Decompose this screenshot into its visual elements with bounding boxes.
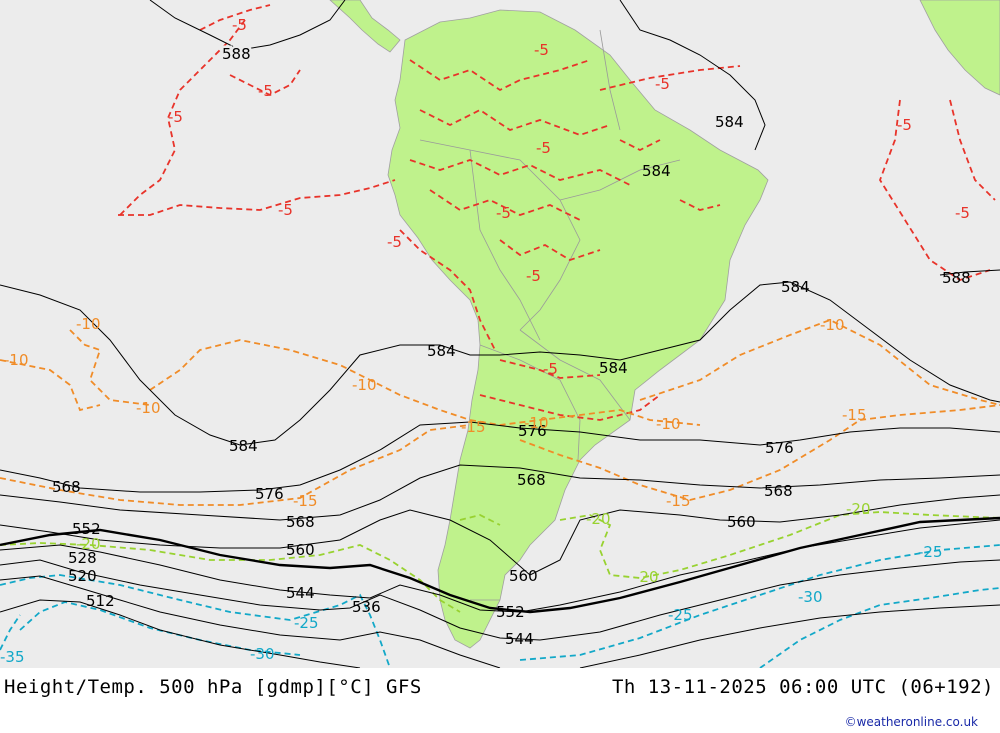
temp-label: -5 (278, 201, 293, 219)
temp-label: -10 (76, 315, 101, 333)
temp-label: -5 (897, 116, 912, 134)
temp-label: -5 (655, 75, 670, 93)
temp-label: -10 (656, 415, 681, 433)
temp-label: -10 (352, 376, 377, 394)
temp-label: -15 (842, 406, 867, 424)
height-label: 568 (517, 471, 546, 489)
temp-label: -10 (4, 351, 29, 369)
temp-label: -20 (586, 510, 611, 528)
product-title: Height/Temp. 500 hPa [gdmp][°C] GFS (4, 676, 422, 698)
central-america-land (329, 0, 401, 53)
height-contour-552-bold (0, 516, 1000, 614)
temp-labels-orange: -10 -10 -10 -10 -10 -10 -10 -15 -15 -15 … (4, 315, 867, 510)
land-layer (329, 0, 1000, 649)
temp-label: -10 (524, 414, 549, 432)
temp-label: -5 (955, 204, 970, 222)
height-label: 520 (68, 567, 97, 585)
temp-label: -15 (461, 418, 486, 436)
height-labels: 588 584 584 588 584 584 584 584 576 576 … (52, 43, 971, 649)
temp-contours-minus20 (0, 511, 1000, 613)
temp-label: -10 (820, 316, 845, 334)
temp-labels-green: -20 -20 -20 -20 (76, 500, 871, 586)
height-label: 584 (599, 359, 628, 377)
temp-label: -15 (666, 492, 691, 510)
valid-time: Th 13-11-2025 06:00 UTC (06+192) (611, 676, 994, 698)
height-label: 536 (352, 598, 381, 616)
temp-labels-red: -5 -5 -5 -5 -5 -5 -5 -5 -5 -5 -5 -5 -5 (168, 16, 970, 378)
temp-contours-minus10-15 (0, 319, 1000, 506)
temp-label: -20 (846, 500, 871, 518)
africa-land (919, 0, 1000, 96)
height-label: 584 (642, 162, 671, 180)
temp-label: -5 (387, 233, 402, 251)
height-label: 552 (72, 520, 101, 538)
height-label: 584 (715, 113, 744, 131)
height-label: 584 (229, 437, 258, 455)
temp-label: -20 (634, 568, 659, 586)
temp-label: -30 (798, 588, 823, 606)
height-label: 588 (942, 269, 971, 287)
temp-label: -5 (543, 360, 558, 378)
temp-label: -5 (536, 139, 551, 157)
height-label: 552 (496, 603, 525, 621)
temp-label: -20 (76, 535, 101, 553)
temp-label: -15 (293, 492, 318, 510)
height-label: 576 (255, 485, 284, 503)
height-label: 568 (764, 482, 793, 500)
height-label: 560 (286, 541, 315, 559)
temp-label: -10 (136, 399, 161, 417)
height-label: 528 (68, 549, 97, 567)
height-label: 560 (727, 513, 756, 531)
temp-label: -25 (294, 614, 319, 632)
height-label: 588 (222, 45, 251, 63)
temp-contours-minus25-35 (0, 544, 1000, 668)
height-label: 576 (765, 439, 794, 457)
height-label: 568 (286, 513, 315, 531)
temp-labels-cyan: -25 -25 -25 -30 -30 -35 (0, 543, 943, 666)
temp-label: -25 (918, 543, 943, 561)
height-label: 568 (52, 478, 81, 496)
height-label: 512 (86, 592, 115, 610)
footer-bar (0, 668, 1000, 733)
height-label: 544 (505, 630, 534, 648)
height-label: 584 (781, 278, 810, 296)
temp-label: -35 (0, 648, 25, 666)
temp-label: -30 (250, 645, 275, 663)
height-label: 584 (427, 342, 456, 360)
weather-map: 588 584 584 588 584 584 584 584 576 576 … (0, 0, 1000, 668)
temp-label: -5 (168, 108, 183, 126)
height-label: 544 (286, 584, 315, 602)
temp-label: -25 (668, 606, 693, 624)
temp-label: -5 (534, 41, 549, 59)
credit-link[interactable]: ©weatheronline.co.uk (844, 715, 978, 729)
temp-label: -5 (496, 204, 511, 222)
temp-label: -5 (526, 267, 541, 285)
temp-contours-minus5 (118, 4, 996, 421)
temp-label: -5 (232, 16, 247, 34)
temp-label: -5 (258, 82, 273, 100)
height-label: 576 (518, 422, 547, 440)
height-label: 560 (509, 567, 538, 585)
